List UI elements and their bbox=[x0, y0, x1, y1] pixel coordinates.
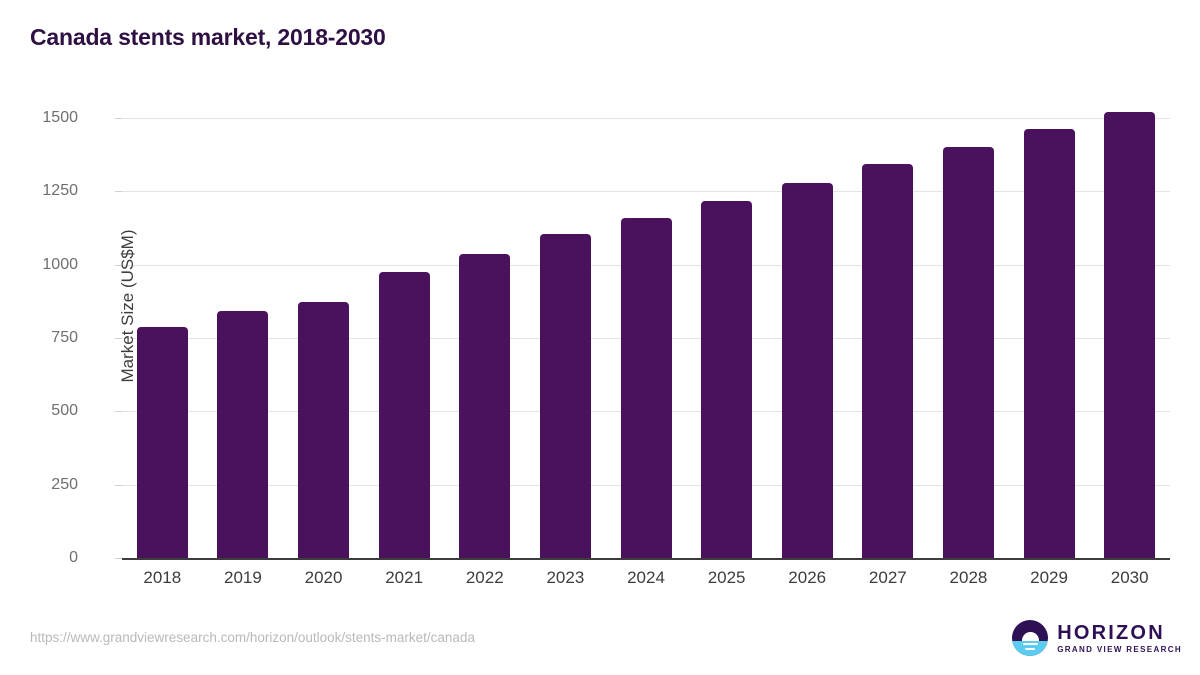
bar-2022[interactable] bbox=[459, 253, 511, 558]
bar-2023[interactable] bbox=[539, 233, 591, 558]
y-axis-tick-label: 250 bbox=[51, 475, 78, 493]
bar-2021[interactable] bbox=[378, 272, 430, 558]
bar-2019[interactable] bbox=[217, 311, 269, 558]
x-axis-tick-label-2018: 2018 bbox=[143, 568, 182, 587]
brand-name: HORIZON bbox=[1057, 621, 1165, 644]
brand-logo: HORIZON GRAND VIEW RESEARCH bbox=[1012, 618, 1182, 658]
y-axis-tick-label: 1000 bbox=[42, 255, 78, 273]
x-axis-tick-label-2020: 2020 bbox=[304, 568, 343, 587]
y-axis-tick-mark bbox=[115, 411, 122, 413]
x-axis-tick-label-2027: 2027 bbox=[868, 568, 907, 587]
bar-2025[interactable] bbox=[701, 200, 753, 558]
bar-2026[interactable] bbox=[781, 183, 833, 558]
x-axis-tick-label-2030: 2030 bbox=[1110, 568, 1149, 587]
gridline bbox=[122, 191, 1170, 193]
y-axis-tick-label: 500 bbox=[51, 402, 78, 420]
y-axis-tick-mark bbox=[115, 484, 122, 486]
x-axis-tick-label-2023: 2023 bbox=[546, 568, 585, 587]
horizon-sunset-icon bbox=[1012, 620, 1049, 656]
logo-ray-lower bbox=[1025, 648, 1036, 650]
y-axis-tick-mark bbox=[115, 338, 122, 339]
x-axis-tick-label-2029: 2029 bbox=[1030, 568, 1068, 587]
bar-2027[interactable] bbox=[862, 164, 914, 558]
y-axis-tick-label: 1250 bbox=[42, 182, 78, 200]
y-axis-tick-label: 1500 bbox=[42, 109, 78, 126]
bar-2018[interactable] bbox=[136, 326, 188, 558]
bar-2028[interactable] bbox=[942, 147, 994, 558]
x-axis-tick-label-2028: 2028 bbox=[949, 568, 988, 587]
y-axis-tick-mark bbox=[115, 118, 122, 119]
y-axis-tick-mark bbox=[115, 264, 122, 266]
x-axis-tick-label-2025: 2025 bbox=[707, 568, 746, 587]
source-url: https://www.grandviewresearch.com/horizo… bbox=[30, 630, 475, 645]
logo-ray-upper bbox=[1022, 643, 1038, 645]
x-axis-tick-label-2022: 2022 bbox=[465, 568, 504, 587]
bar-2020[interactable] bbox=[298, 301, 350, 558]
x-axis-line bbox=[122, 558, 1170, 560]
gridline bbox=[122, 118, 1170, 119]
brand-logo-text: HORIZON GRAND VIEW RESEARCH bbox=[1057, 623, 1182, 654]
x-axis-tick-label-2021: 2021 bbox=[385, 568, 424, 587]
bar-2024[interactable] bbox=[620, 218, 672, 558]
y-axis-tick-label: 750 bbox=[51, 329, 78, 346]
plot-area: 0 250 500 750 1000 1250 1500 Market Size (US$M… bbox=[42, 109, 1170, 566]
bar-2030[interactable] bbox=[1104, 111, 1156, 558]
x-axis-tick-label-2019: 2019 bbox=[224, 568, 262, 587]
y-axis-title: Market Size (US$M) bbox=[118, 229, 137, 383]
brand-tagline: GRAND VIEW RESEARCH bbox=[1057, 644, 1182, 654]
logo-sun-shape bbox=[1021, 632, 1039, 641]
bar-2029[interactable] bbox=[1023, 129, 1075, 558]
y-axis-tick-mark bbox=[115, 558, 122, 559]
x-axis-tick-label-2024: 2024 bbox=[627, 568, 665, 587]
y-axis-tick-mark bbox=[115, 191, 122, 193]
y-axis-tick-label: 0 bbox=[69, 549, 78, 566]
x-axis-tick-label-2026: 2026 bbox=[788, 568, 827, 587]
chart-title: Canada stents market, 2018-2030 bbox=[30, 24, 386, 50]
